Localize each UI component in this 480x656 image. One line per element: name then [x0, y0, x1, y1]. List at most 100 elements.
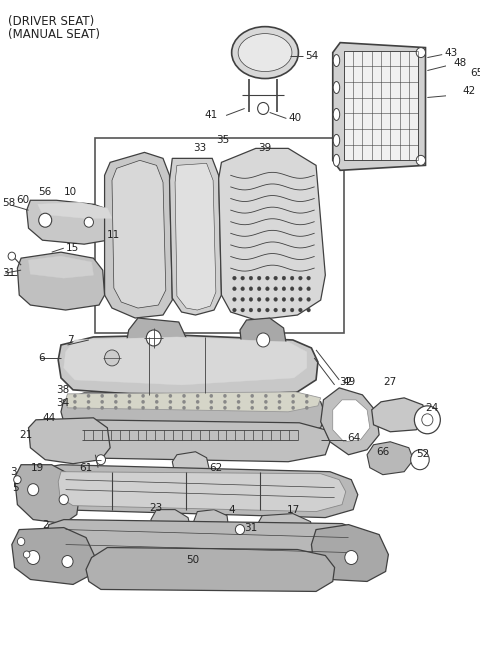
Text: 58: 58	[2, 198, 16, 208]
Circle shape	[290, 287, 294, 291]
Circle shape	[237, 400, 240, 403]
Circle shape	[8, 252, 15, 260]
Circle shape	[100, 400, 104, 403]
Ellipse shape	[333, 81, 340, 94]
Circle shape	[422, 414, 433, 426]
Polygon shape	[172, 452, 209, 480]
Circle shape	[282, 276, 286, 280]
Circle shape	[299, 276, 302, 280]
Circle shape	[278, 406, 281, 409]
Polygon shape	[367, 441, 413, 475]
Ellipse shape	[333, 54, 340, 66]
Circle shape	[73, 406, 77, 409]
Circle shape	[265, 276, 269, 280]
Circle shape	[290, 308, 294, 312]
Circle shape	[257, 333, 270, 347]
Circle shape	[114, 394, 118, 398]
Text: 54: 54	[305, 51, 318, 60]
Text: 23: 23	[149, 502, 162, 512]
Circle shape	[100, 406, 104, 409]
Circle shape	[223, 400, 227, 403]
Circle shape	[307, 297, 311, 301]
Circle shape	[282, 287, 286, 291]
Circle shape	[241, 287, 244, 291]
Circle shape	[249, 297, 253, 301]
Polygon shape	[64, 337, 307, 385]
Text: 65: 65	[470, 68, 480, 77]
Circle shape	[305, 400, 309, 403]
Circle shape	[305, 406, 309, 409]
Polygon shape	[58, 335, 318, 398]
Circle shape	[100, 394, 104, 398]
Circle shape	[155, 394, 158, 398]
Ellipse shape	[238, 33, 292, 72]
Circle shape	[307, 308, 311, 312]
Circle shape	[265, 308, 269, 312]
Text: 6: 6	[38, 353, 45, 363]
Polygon shape	[105, 152, 172, 318]
Polygon shape	[257, 514, 314, 550]
Circle shape	[299, 308, 302, 312]
Text: 44: 44	[42, 413, 56, 423]
Circle shape	[299, 287, 302, 291]
Polygon shape	[12, 527, 96, 584]
Text: (MANUAL SEAT): (MANUAL SEAT)	[8, 28, 100, 41]
Text: 43: 43	[444, 48, 457, 58]
Text: 33: 33	[193, 144, 207, 154]
Polygon shape	[86, 548, 335, 592]
Circle shape	[128, 400, 131, 403]
Text: 60: 60	[16, 195, 30, 205]
Text: 40: 40	[288, 113, 301, 123]
Polygon shape	[240, 318, 287, 360]
Circle shape	[168, 394, 172, 398]
Circle shape	[305, 394, 309, 398]
Circle shape	[291, 406, 295, 409]
Circle shape	[233, 297, 236, 301]
Circle shape	[27, 483, 39, 496]
Circle shape	[291, 394, 295, 398]
Polygon shape	[175, 163, 216, 310]
Circle shape	[233, 287, 236, 291]
Circle shape	[105, 350, 120, 366]
Polygon shape	[112, 160, 166, 308]
Circle shape	[251, 406, 254, 409]
Circle shape	[87, 400, 90, 403]
Circle shape	[210, 406, 213, 409]
Polygon shape	[333, 43, 425, 171]
Circle shape	[114, 400, 118, 403]
Text: 32: 32	[339, 377, 352, 387]
Circle shape	[233, 276, 236, 280]
Text: 52: 52	[416, 449, 430, 459]
Ellipse shape	[333, 154, 340, 167]
Text: 11: 11	[107, 230, 120, 240]
Circle shape	[142, 394, 145, 398]
Circle shape	[257, 276, 261, 280]
Text: 66: 66	[376, 447, 390, 457]
Circle shape	[142, 406, 145, 409]
Polygon shape	[27, 200, 123, 244]
Text: 50: 50	[186, 554, 199, 565]
Circle shape	[237, 406, 240, 409]
Text: 31: 31	[2, 268, 16, 278]
Polygon shape	[28, 418, 110, 464]
Text: 5: 5	[12, 483, 18, 493]
Text: 4: 4	[229, 504, 236, 514]
Circle shape	[257, 308, 261, 312]
Circle shape	[62, 556, 73, 567]
Circle shape	[241, 308, 244, 312]
Circle shape	[128, 406, 131, 409]
Circle shape	[345, 550, 358, 565]
Circle shape	[307, 276, 311, 280]
Text: 49: 49	[342, 377, 355, 387]
Polygon shape	[151, 510, 191, 542]
Text: 15: 15	[66, 243, 79, 253]
Circle shape	[291, 400, 295, 403]
Polygon shape	[14, 464, 80, 523]
Circle shape	[73, 400, 77, 403]
FancyBboxPatch shape	[96, 138, 344, 333]
Circle shape	[223, 406, 227, 409]
Circle shape	[274, 297, 277, 301]
Circle shape	[290, 297, 294, 301]
Circle shape	[13, 476, 21, 483]
Circle shape	[265, 297, 269, 301]
